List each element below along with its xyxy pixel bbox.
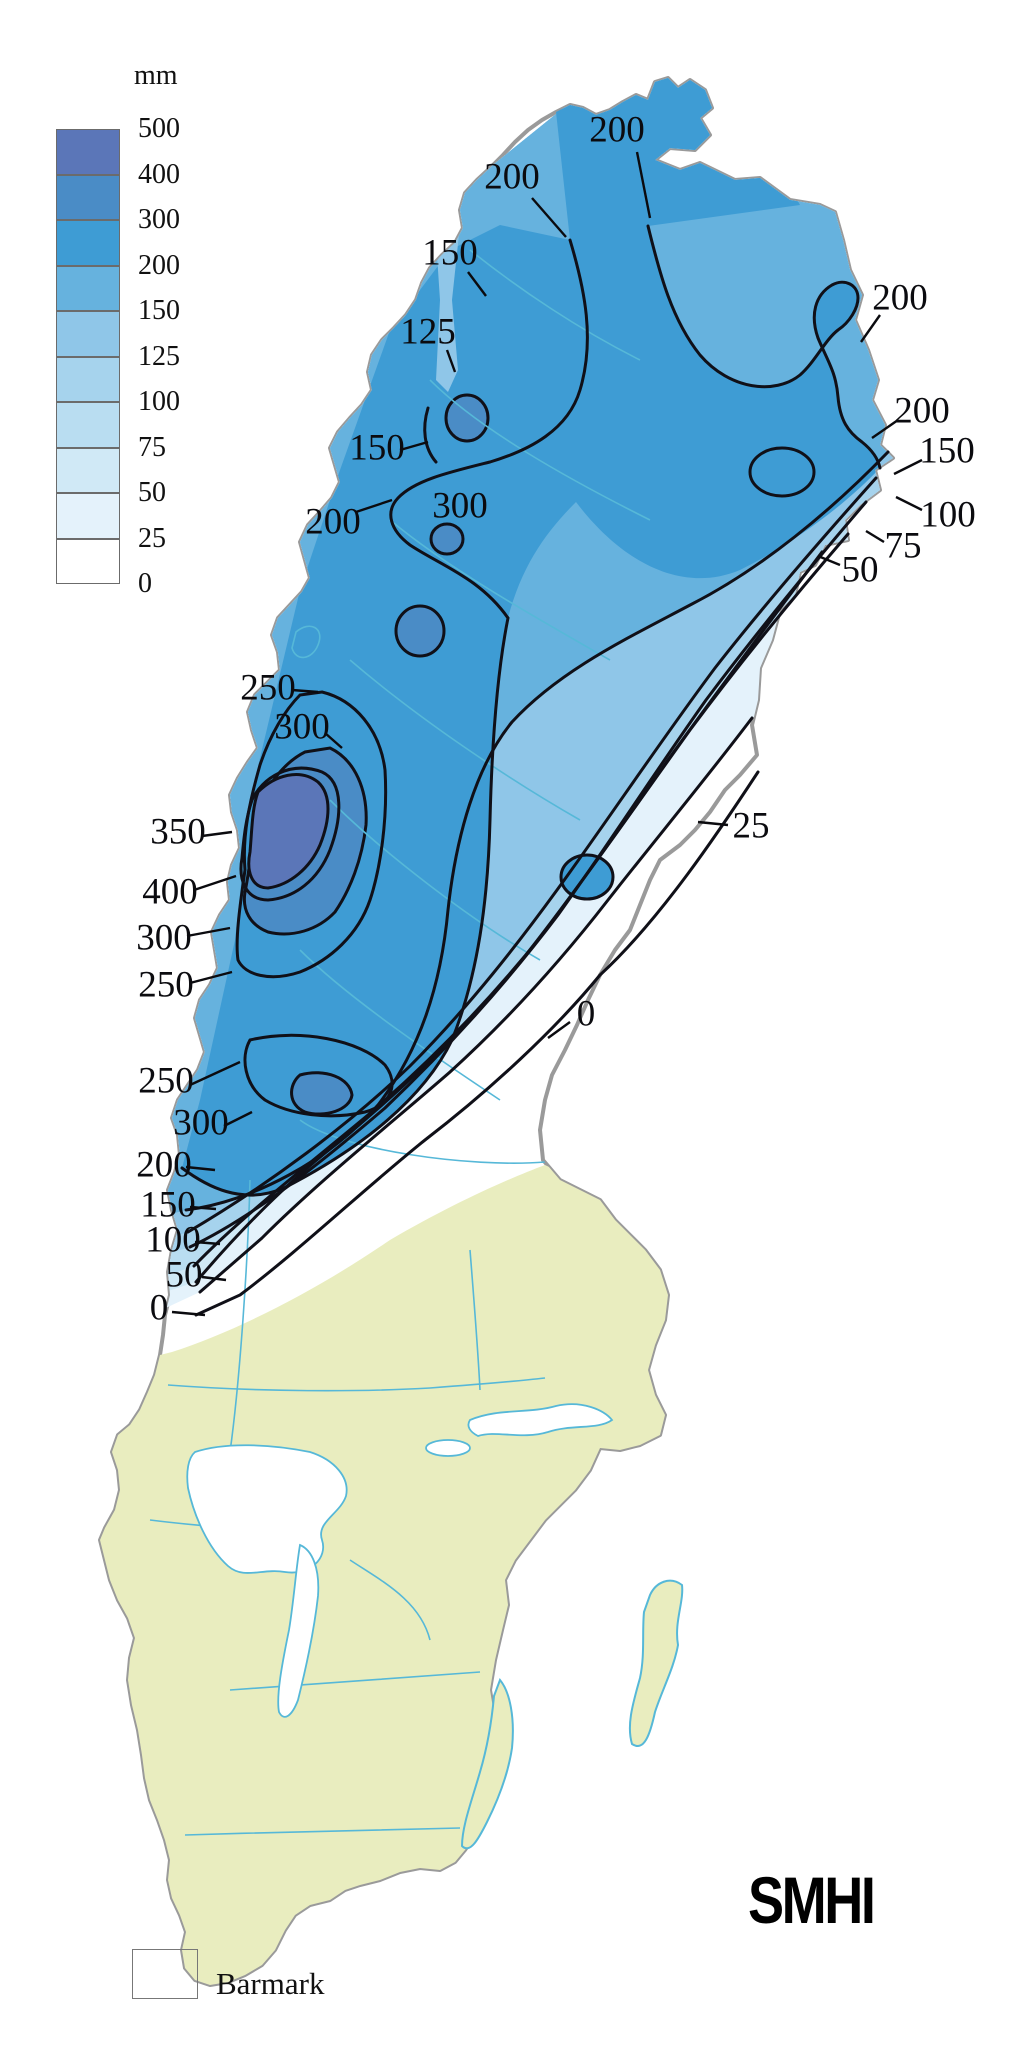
- contour-label-leader: [171, 1310, 206, 1317]
- contour-label-leader: [893, 458, 923, 476]
- contour-value-label: 400: [142, 872, 198, 913]
- contour-label-leader: [697, 820, 729, 827]
- lake-hjalmaren: [425, 1439, 471, 1457]
- lake-vanern: [186, 1444, 348, 1574]
- contour-label-leader: [445, 349, 457, 373]
- contour-value-label: 100: [145, 1220, 201, 1261]
- contour-label-leader: [223, 1110, 253, 1128]
- contour-label-leader: [467, 271, 487, 297]
- legend-swatch-500: [56, 129, 120, 175]
- contour-value-label: 200: [305, 502, 361, 543]
- legend-tick-label: 300: [138, 204, 180, 235]
- contour-value-label: 150: [919, 431, 975, 472]
- contour-lines: [180, 224, 890, 1317]
- contour-value-label: 200: [589, 110, 645, 151]
- contour-value-label: 125: [400, 312, 456, 353]
- lakes: [186, 1403, 614, 1718]
- contour-value-label: 150: [349, 428, 405, 469]
- legend-swatch-25: [56, 538, 120, 584]
- legend-swatch-400: [56, 174, 120, 220]
- contour-value-label: 50: [166, 1255, 203, 1296]
- island-gotland: [628, 1579, 684, 1747]
- contour-value-label: 300: [136, 918, 192, 959]
- contour-value-label: 0: [577, 994, 596, 1035]
- contour-value-label: 300: [432, 486, 488, 527]
- snow-bands: [100, 78, 893, 1985]
- lake-vattern: [277, 1543, 320, 1718]
- contour-label-leader: [355, 498, 393, 514]
- contour-label-leader: [185, 1165, 216, 1172]
- contour-value-label: 200: [484, 157, 540, 198]
- legend-swatch-125: [56, 356, 120, 402]
- contour-label-leader: [635, 151, 652, 219]
- legend-tick-label: 150: [138, 295, 180, 326]
- contour-label-leader: [531, 197, 567, 238]
- legend-swatch-75: [56, 447, 120, 493]
- legend-tick-label: 400: [138, 158, 180, 190]
- barmark-swatch: [132, 1949, 198, 1999]
- contour-value-label: 250: [138, 1061, 194, 1102]
- contour-label-leader: [189, 1205, 217, 1211]
- legend-swatch-50: [56, 493, 120, 539]
- lake-malaren: [467, 1403, 614, 1437]
- contour-label-leader: [189, 1060, 241, 1087]
- contour-value-label: 250: [240, 668, 296, 709]
- contour-label-leader: [189, 970, 233, 985]
- contour-label-leader: [895, 495, 923, 512]
- legend-tick-label: 200: [138, 249, 180, 281]
- islands: [460, 1579, 684, 1850]
- contour-label-leader: [547, 1021, 571, 1039]
- legend-swatch-150: [56, 311, 120, 357]
- contour-value-label: 250: [138, 965, 194, 1006]
- smhi-logo: SMHI: [748, 1863, 876, 1937]
- contour-label-leader: [201, 830, 233, 838]
- contour-value-label: 150: [140, 1185, 196, 1226]
- contour-label-leader: [194, 1240, 221, 1246]
- contour-value-label: 300: [274, 707, 330, 748]
- legend-swatch-300: [56, 220, 120, 266]
- contour-value-label: 200: [872, 278, 928, 319]
- legend-tick-label: 125: [138, 340, 180, 372]
- barmark-label: Barmark: [216, 1966, 325, 2001]
- contour-label-leader: [865, 529, 885, 544]
- contour-label-leader: [817, 554, 841, 567]
- contour-value-label: 50: [842, 550, 879, 591]
- contour-value-label: 150: [422, 233, 478, 274]
- contour-value-label: 350: [150, 812, 206, 853]
- legend-tick-label: 25: [138, 522, 166, 554]
- contour-label-leader: [860, 314, 881, 343]
- legend-tick-label: 0: [138, 568, 152, 599]
- contour-label-leader: [324, 732, 343, 749]
- legend-tick-label: 500: [138, 113, 180, 144]
- contour-label-leader: [186, 926, 231, 938]
- contour-label-leader: [291, 688, 319, 694]
- legend-swatch-200: [56, 265, 120, 311]
- legend-swatch-100: [56, 402, 120, 448]
- contour-value-label: 200: [136, 1145, 192, 1186]
- legend-unit-label: mm: [134, 60, 178, 91]
- legend-tick-label: 75: [138, 431, 166, 463]
- island-oland: [460, 1678, 514, 1850]
- contour-value-label: 100: [920, 495, 976, 536]
- legend-color-scale: [56, 129, 120, 584]
- contour-label-leader: [399, 440, 429, 452]
- contour-value-label: 75: [885, 526, 922, 567]
- contour-value-label: 0: [150, 1288, 169, 1329]
- contour-value-label: 300: [173, 1103, 229, 1144]
- contour-value-label: 25: [733, 806, 770, 847]
- legend-tick-label: 100: [138, 386, 180, 417]
- contour-value-label: 200: [894, 391, 950, 432]
- contour-label-leader: [871, 419, 899, 439]
- contour-label-leader: [193, 874, 237, 892]
- legend-tick-label: 50: [138, 477, 166, 508]
- contour-label-leader: [201, 1275, 227, 1282]
